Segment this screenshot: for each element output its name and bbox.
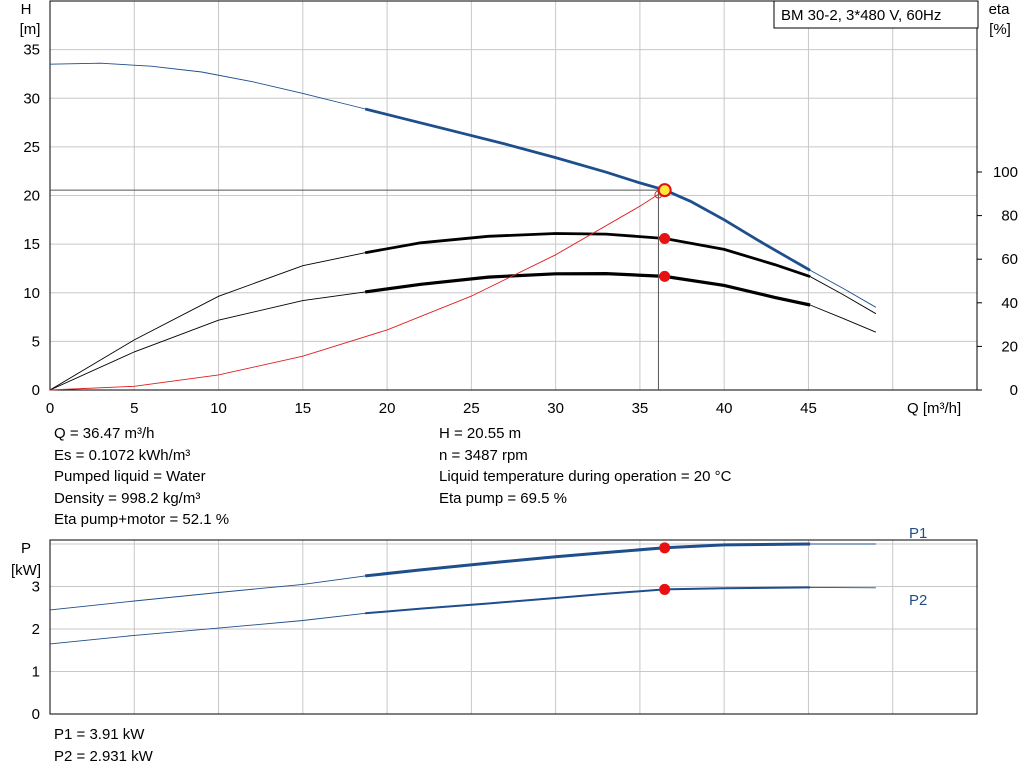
x-tick-label: 10	[210, 400, 227, 417]
p-axis-label: P	[21, 540, 31, 557]
info-eta-pump: Eta pump = 69.5 %	[439, 489, 567, 507]
bottom-series: P1 P2	[49, 525, 927, 645]
h-tick-label: 25	[23, 139, 40, 156]
p-axis-unit: [kW]	[11, 562, 41, 579]
p1-curve-thin	[49, 543, 876, 611]
x-tick-label: 5	[130, 400, 138, 417]
h-curve-thin	[49, 62, 877, 308]
h-tick-label: 15	[23, 236, 40, 253]
info-specific-energy: Es = 0.1072 kWh/m³	[54, 446, 191, 464]
system-curve-thin	[49, 189, 665, 391]
info-liquid-temperature: Liquid temperature during operation = 20…	[439, 468, 732, 485]
top-plot-frame	[49, 0, 978, 391]
p-tick-label: 2	[32, 621, 40, 638]
p2-curve-thin	[49, 586, 876, 645]
eta-tick-label: 100	[993, 164, 1018, 181]
x-tick-label: 30	[547, 400, 564, 417]
x-tick-label: 45	[800, 400, 817, 417]
eta-axis-label: eta	[989, 1, 1011, 18]
info-col-1: Q = 36.47 m³/h Es = 0.1072 kWh/m³ Pumped…	[54, 423, 229, 531]
h-axis-label: H	[21, 1, 32, 18]
h-curve-operating	[364, 107, 811, 272]
p2-series-label: P2	[909, 592, 927, 609]
title-box	[773, 0, 979, 29]
p1-series-label: P1	[909, 525, 927, 542]
info-flow: Q = 36.47 m³/h	[54, 425, 155, 442]
info-p1: P1 = 3.91 kW	[54, 726, 145, 743]
eta-tick-label: 80	[1001, 208, 1018, 225]
eta-tick-label: 20	[1001, 338, 1018, 355]
info-density: Density = 998.2 kg/m³	[54, 489, 201, 507]
x-tick-label: 25	[463, 400, 480, 417]
eta-pump-marker	[659, 232, 671, 244]
duty-point-marker	[657, 183, 672, 198]
eta-axis-unit: [%]	[989, 21, 1011, 38]
x-tick-label: 0	[46, 400, 54, 417]
top-grid: 0 5 10 15 20 25 30 35 40 45 0 5 10 15 20 25 30 35 0 20 40 60 8…	[23, 0, 1018, 417]
top-series	[49, 62, 877, 391]
power-readout: P1 = 3.91 kW P2 = 2.931 kW	[54, 724, 153, 767]
h-tick-label: 5	[32, 333, 40, 350]
eta-pump-motor-marker	[659, 270, 671, 282]
h-tick-label: 20	[23, 188, 40, 205]
chart-title: BM 30-2, 3*480 V, 60Hz	[781, 7, 941, 24]
eta-tick-label: 0	[1010, 382, 1018, 399]
p-tick-label: 1	[32, 664, 40, 681]
h-tick-label: 0	[32, 382, 40, 399]
info-p2: P2 = 2.931 kW	[54, 747, 153, 765]
eta-tick-label: 60	[1001, 251, 1018, 268]
p2-marker	[659, 583, 671, 595]
p2-curve-operating	[365, 586, 811, 615]
info-speed: n = 3487 rpm	[439, 446, 528, 464]
p-tick-label: 0	[32, 706, 40, 723]
q-axis-label: Q [m³/h]	[907, 400, 961, 417]
bottom-grid: 0 1 2 3	[32, 539, 978, 723]
info-pumped-liquid: Pumped liquid = Water	[54, 468, 206, 485]
info-col-2: H = 20.55 m n = 3487 rpm Liquid temperat…	[439, 423, 731, 509]
bottom-plot-frame	[49, 539, 978, 715]
eta-tick-label: 40	[1001, 295, 1018, 312]
p1-marker	[659, 542, 671, 554]
p-tick-label: 3	[32, 579, 40, 596]
x-tick-label: 40	[716, 400, 733, 417]
info-eta-pump-motor: Eta pump+motor = 52.1 %	[54, 511, 230, 528]
x-tick-label: 20	[379, 400, 396, 417]
eta-pump-motor-curve-operating	[364, 271, 811, 307]
x-tick-label: 15	[294, 400, 311, 417]
h-tick-label: 30	[23, 90, 40, 107]
info-head: H = 20.55 m	[439, 425, 522, 442]
x-tick-label: 35	[632, 400, 649, 417]
h-axis-unit: [m]	[20, 21, 41, 38]
h-tick-label: 35	[23, 42, 40, 59]
eta-pump-curve-operating	[364, 232, 811, 278]
p1-curve-operating	[365, 542, 811, 578]
h-tick-label: 10	[23, 285, 40, 302]
